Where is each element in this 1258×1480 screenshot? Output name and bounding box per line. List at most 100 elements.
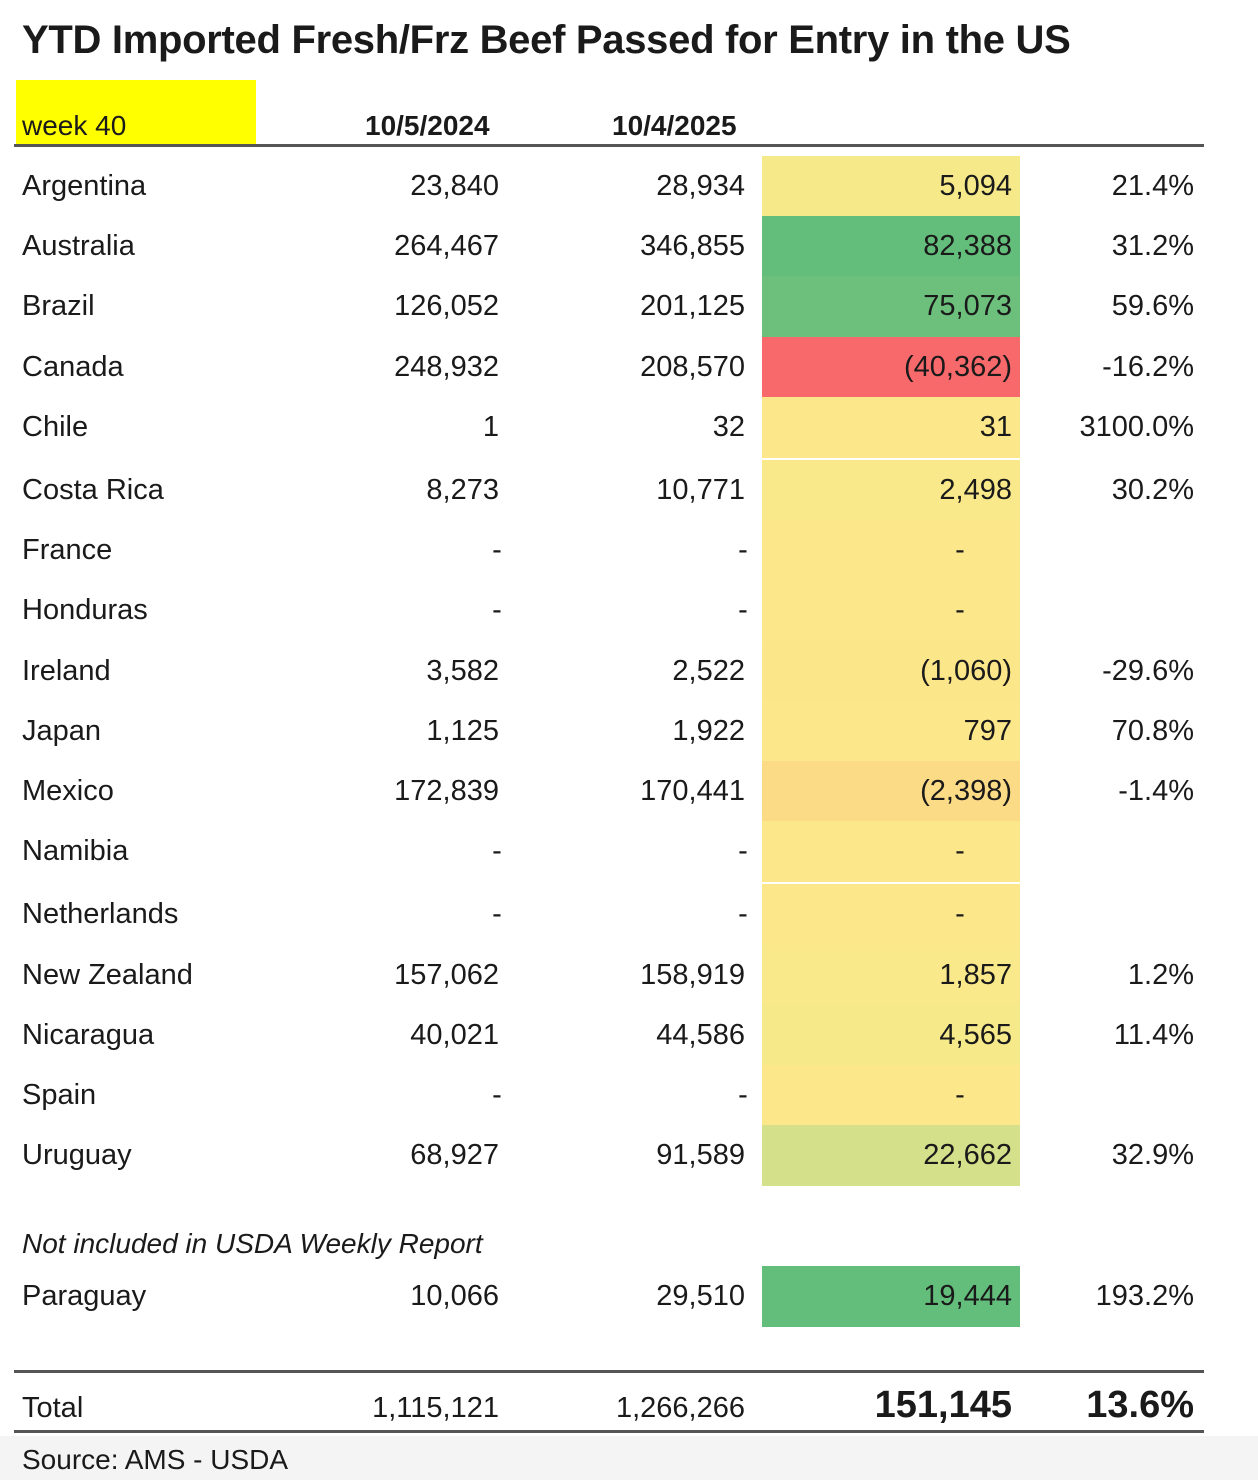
table-row: Namibia - - -: [0, 821, 1258, 881]
value-change: -: [955, 1079, 965, 1111]
table-row: Costa Rica 8,273 10,771 2,498 30.2%: [0, 460, 1258, 520]
country-name: Canada: [22, 350, 124, 383]
value-change: 82,388: [923, 230, 1012, 263]
table-row: Chile 1 32 31 3100.0%: [0, 397, 1258, 457]
table-row: Ireland 3,582 2,522 (1,060) -29.6%: [0, 641, 1258, 701]
total-2024: 1,115,121: [372, 1392, 499, 1424]
value-pct: 70.8%: [1111, 714, 1194, 747]
value-pct: 32.9%: [1111, 1139, 1194, 1172]
value-2025: 10,771: [656, 474, 745, 506]
value-2025: 158,919: [640, 958, 745, 991]
value-2024: 40,021: [410, 1018, 499, 1051]
column-header-2024: 10/5/2024: [365, 110, 490, 141]
value-change: 75,073: [923, 290, 1012, 323]
change-highlight-cell: [762, 1125, 1020, 1187]
value-2025: -: [738, 898, 748, 931]
change-highlight-cell: [762, 884, 1020, 946]
country-name: France: [22, 534, 113, 567]
value-2024: -: [492, 898, 502, 931]
change-highlight-cell: [762, 700, 1020, 762]
country-name: Paraguay: [22, 1280, 147, 1312]
week-label: week 40: [16, 80, 256, 144]
change-highlight-cell: [762, 944, 1020, 1006]
value-2024: 68,927: [410, 1139, 499, 1172]
source-background: [0, 1436, 1258, 1480]
change-highlight-cell: [762, 580, 1020, 642]
value-2025: 44,586: [656, 1018, 745, 1051]
country-name: Honduras: [22, 594, 148, 627]
table-row: Japan 1,125 1,922 797 70.8%: [0, 701, 1258, 761]
value-2024: 157,062: [394, 958, 499, 991]
value-2024: 172,839: [394, 775, 499, 807]
country-name: Mexico: [22, 775, 114, 807]
value-2024: 3,582: [426, 654, 499, 687]
value-2024: -: [492, 594, 502, 627]
table-row: Spain - - -: [0, 1065, 1258, 1125]
change-highlight-cell: [762, 1266, 1020, 1327]
total-label: Total: [22, 1392, 84, 1424]
table-row: Brazil 126,052 201,125 75,073 59.6%: [0, 276, 1258, 336]
table-title: YTD Imported Fresh/Frz Beef Passed for E…: [22, 18, 1071, 62]
value-change: -: [955, 594, 965, 627]
table-row: France - - -: [0, 520, 1258, 580]
value-2025: 346,855: [640, 230, 745, 263]
value-2025: 1,922: [672, 714, 745, 747]
change-highlight-cell: [762, 821, 1020, 883]
change-highlight-cell: [762, 520, 1020, 582]
table-row: Canada 248,932 208,570 (40,362) -16.2%: [0, 337, 1258, 397]
value-change: 4,565: [939, 1018, 1012, 1051]
country-name: Uruguay: [22, 1139, 132, 1172]
total-pct: 13.6%: [1086, 1384, 1194, 1426]
value-2025: -: [738, 835, 748, 868]
table-row: Uruguay 68,927 91,589 22,662 32.9%: [0, 1125, 1258, 1185]
table-row: New Zealand 157,062 158,919 1,857 1.2%: [0, 945, 1258, 1005]
value-change: 5,094: [939, 170, 1012, 202]
value-2025: 208,570: [640, 350, 745, 383]
change-highlight-cell: [762, 276, 1020, 338]
change-highlight-cell: [762, 216, 1020, 278]
country-name: Ireland: [22, 654, 111, 687]
total-change: 151,145: [874, 1384, 1012, 1426]
value-2024: 10,066: [410, 1280, 499, 1312]
value-2024: 1: [482, 410, 499, 443]
value-change: (1,060): [920, 654, 1012, 687]
change-highlight-cell: [762, 336, 1020, 398]
country-name: Chile: [22, 410, 89, 443]
value-pct: -1.4%: [1118, 775, 1194, 807]
value-2024: 1,125: [426, 714, 499, 747]
value-pct: 31.2%: [1111, 230, 1194, 263]
value-pct: -29.6%: [1102, 654, 1194, 687]
value-change: (40,362): [903, 350, 1012, 383]
value-change: 19,444: [923, 1280, 1012, 1312]
value-2025: -: [738, 1079, 748, 1111]
source-label: Source: AMS - USDA: [22, 1444, 289, 1475]
change-highlight-cell: [762, 156, 1020, 217]
value-pct: 30.2%: [1111, 474, 1194, 506]
value-pct: -16.2%: [1102, 350, 1194, 383]
total-bottom-rule: [14, 1430, 1204, 1433]
change-highlight-cell: [762, 1065, 1020, 1126]
value-2024: 23,840: [410, 170, 499, 202]
change-highlight-cell: [762, 460, 1020, 521]
value-change: (2,398): [920, 775, 1012, 807]
table-row: Mexico 172,839 170,441 (2,398) -1.4%: [0, 761, 1258, 821]
table-row: Honduras - - -: [0, 580, 1258, 640]
total-top-rule: [14, 1370, 1204, 1373]
value-pct: 11.4%: [1113, 1018, 1194, 1051]
total-row: Total 1,115,121 1,266,266 151,145 13.6%: [0, 1376, 1258, 1436]
country-name: Brazil: [22, 290, 95, 323]
change-highlight-cell: [762, 640, 1020, 702]
value-2024: 126,052: [394, 290, 499, 323]
table-row: Nicaragua 40,021 44,586 4,565 11.4%: [0, 1005, 1258, 1065]
value-pct: 21.4%: [1111, 170, 1194, 202]
value-2025: 91,589: [656, 1139, 745, 1172]
change-highlight-cell: [762, 1004, 1020, 1066]
table-row: Argentina 23,840 28,934 5,094 21.4%: [0, 156, 1258, 216]
value-change: -: [955, 835, 965, 868]
table-row: Paraguay 10,066 29,510 19,444 193.2%: [0, 1266, 1258, 1326]
country-name: Argentina: [22, 170, 147, 202]
country-name: Nicaragua: [22, 1018, 155, 1051]
country-name: New Zealand: [22, 958, 193, 991]
country-name: Japan: [22, 714, 102, 747]
change-highlight-cell: [762, 396, 1020, 458]
